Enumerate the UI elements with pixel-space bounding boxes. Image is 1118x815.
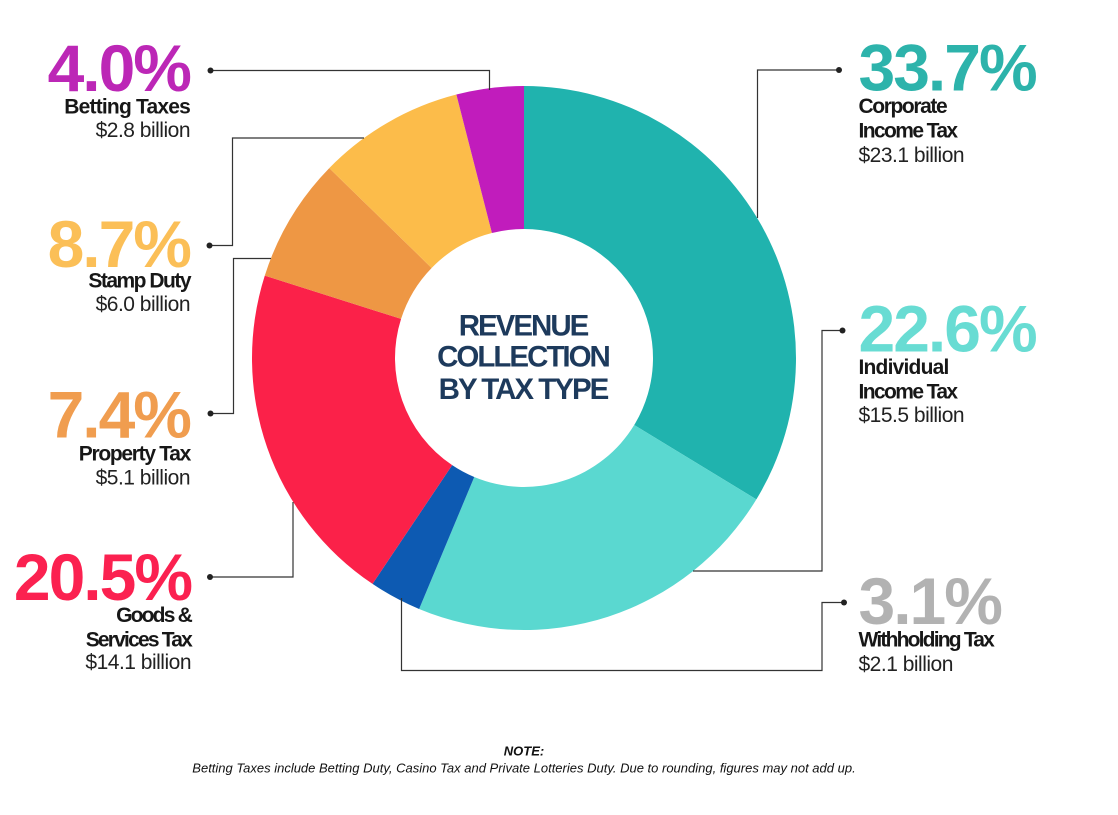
svg-text:Corporate: Corporate	[859, 95, 947, 118]
svg-text:REVENUE: REVENUE	[459, 309, 589, 342]
svg-text:22.6%: 22.6%	[859, 292, 1036, 366]
svg-text:Property Tax: Property Tax	[79, 443, 192, 466]
svg-text:3.1%: 3.1%	[859, 564, 1002, 638]
svg-text:8.7%: 8.7%	[48, 207, 191, 281]
svg-text:Services Tax: Services Tax	[86, 629, 193, 652]
svg-text:NOTE:: NOTE:	[504, 744, 544, 759]
svg-text:Income Tax: Income Tax	[859, 120, 959, 143]
svg-text:$6.0 billion: $6.0 billion	[96, 293, 190, 316]
svg-text:Stamp Duty: Stamp Duty	[88, 270, 192, 293]
svg-text:33.7%: 33.7%	[859, 31, 1036, 105]
svg-text:$5.1 billion: $5.1 billion	[96, 467, 190, 490]
svg-text:20.5%: 20.5%	[14, 540, 191, 614]
svg-text:Individual: Individual	[859, 356, 949, 379]
svg-text:Withholding Tax: Withholding Tax	[859, 629, 996, 652]
svg-text:$2.8 billion: $2.8 billion	[96, 119, 190, 142]
svg-text:$15.5 billion: $15.5 billion	[859, 404, 965, 427]
svg-text:4.0%: 4.0%	[48, 31, 191, 105]
svg-text:$14.1 billion: $14.1 billion	[85, 651, 191, 674]
svg-text:Betting Taxes include Betting: Betting Taxes include Betting Duty, Casi…	[192, 761, 855, 776]
svg-text:Income Tax: Income Tax	[859, 381, 959, 404]
svg-text:$23.1 billion: $23.1 billion	[859, 144, 965, 167]
svg-text:7.4%: 7.4%	[48, 378, 191, 452]
svg-text:Betting Taxes: Betting Taxes	[64, 96, 190, 119]
svg-text:Goods &: Goods &	[116, 604, 193, 627]
svg-text:$2.1 billion: $2.1 billion	[859, 653, 953, 676]
svg-text:BY TAX TYPE: BY TAX TYPE	[439, 373, 609, 406]
svg-text:COLLECTION: COLLECTION	[437, 341, 609, 374]
